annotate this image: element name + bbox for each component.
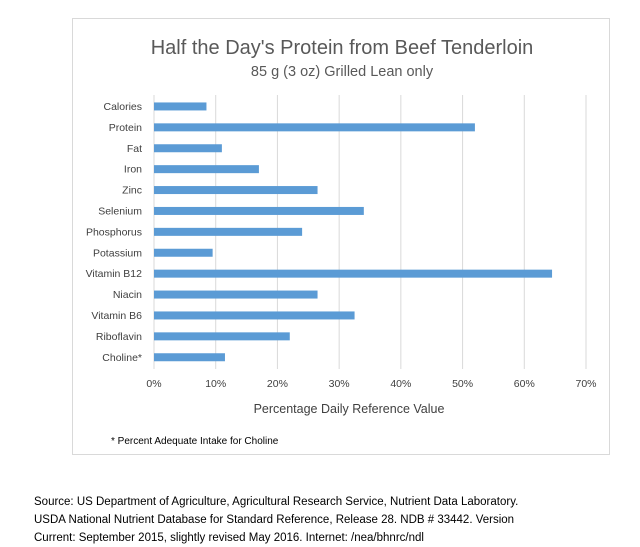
category-label: Vitamin B12 [86, 268, 143, 280]
category-label: Vitamin B6 [91, 310, 142, 322]
chart-frame: Half the Day's Protein from Beef Tenderl… [72, 18, 610, 455]
bar [154, 144, 222, 153]
category-label: Zinc [122, 185, 142, 197]
chart-title: Half the Day's Protein from Beef Tenderl… [151, 37, 534, 59]
bar [154, 186, 318, 195]
x-tick-label: 50% [452, 378, 473, 390]
bar [154, 227, 303, 236]
bar [154, 269, 553, 278]
category-labels: Calories Protein Fat Iron Zinc Selenium Phosph… [86, 101, 143, 364]
source-line-2: USDA National Nutrient Database for Stan… [34, 514, 515, 526]
source-line-3: Current: September 2015, slightly revise… [34, 532, 424, 544]
x-tick-label: 20% [267, 378, 288, 390]
bars [154, 102, 553, 362]
category-label: Selenium [98, 205, 142, 217]
bar [154, 353, 225, 362]
bar [154, 165, 259, 174]
chart-svg: Half the Day's Protein from Beef Tenderl… [86, 37, 597, 447]
bar [154, 123, 475, 132]
category-label: Riboflavin [96, 331, 142, 343]
x-tick-label: 0% [146, 378, 161, 390]
x-tick-label: 60% [514, 378, 535, 390]
bar [154, 332, 290, 341]
bar [154, 311, 355, 320]
x-tick-label: 70% [575, 378, 596, 390]
bar [154, 248, 213, 257]
x-tick-labels: 0% 10% 20% 30% 40% 50% 60% 70% [146, 378, 596, 390]
bar [154, 206, 364, 215]
x-tick-label: 40% [390, 378, 411, 390]
gridlines [153, 95, 587, 369]
bar [154, 290, 318, 299]
category-label: Calories [103, 101, 142, 113]
category-label: Niacin [113, 289, 142, 301]
x-tick-label: 10% [205, 378, 226, 390]
category-label: Iron [124, 164, 142, 176]
category-label: Phosphorus [86, 226, 142, 238]
category-label: Fat [127, 143, 142, 155]
chart-subtitle: 85 g (3 oz) Grilled Lean only [251, 64, 434, 80]
category-label: Choline* [102, 352, 142, 364]
source-line-1: Source: US Department of Agriculture, Ag… [34, 496, 519, 508]
footnote: * Percent Adequate Intake for Choline [111, 436, 279, 447]
x-tick-label: 30% [329, 378, 350, 390]
category-label: Protein [109, 122, 142, 134]
x-axis-title: Percentage Daily Reference Value [254, 402, 445, 416]
source-citation: Source: US Department of Agriculture, Ag… [34, 493, 634, 547]
bar [154, 102, 207, 111]
category-label: Potassium [93, 247, 142, 259]
